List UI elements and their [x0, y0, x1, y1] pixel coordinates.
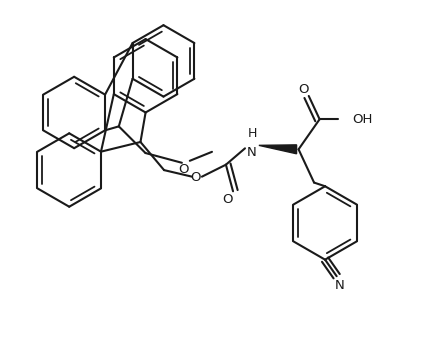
Text: O: O [179, 163, 189, 176]
Text: OH: OH [352, 113, 373, 126]
Text: N: N [247, 146, 257, 159]
Polygon shape [259, 145, 297, 154]
Text: H: H [247, 127, 257, 140]
Text: O: O [222, 193, 232, 206]
Text: N: N [335, 279, 344, 292]
Text: O: O [191, 171, 201, 184]
Text: O: O [298, 83, 309, 96]
